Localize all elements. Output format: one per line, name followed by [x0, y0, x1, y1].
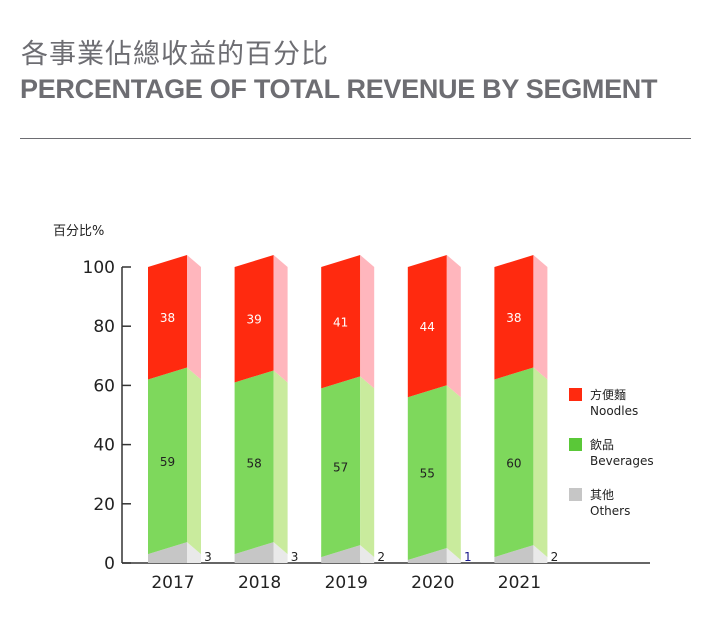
data-label: 39 [246, 313, 261, 327]
bar-segment-side [360, 255, 375, 389]
legend-swatch [569, 438, 582, 451]
y-tick-label: 0 [104, 554, 115, 574]
bar-segment-side [446, 548, 461, 563]
divider [20, 138, 691, 139]
legend-label-en: Beverages [590, 454, 654, 468]
data-label-others: 3 [204, 550, 212, 564]
data-label: 44 [420, 320, 435, 334]
bar-segment-front [407, 255, 447, 398]
bar-segment-front [407, 548, 447, 563]
data-label: 38 [160, 311, 175, 325]
bar-segment-side [187, 542, 201, 563]
data-label-others: 3 [291, 550, 299, 564]
data-label: 57 [333, 461, 348, 475]
legend-label-zh: 其他 [590, 488, 614, 502]
legend-swatch [569, 388, 582, 401]
bar-segment-front [148, 367, 187, 555]
y-axis-label: 百分比% [53, 224, 104, 239]
y-tick-label: 20 [93, 495, 115, 515]
bar-segment-side [446, 255, 461, 398]
legend-label-en: Others [590, 504, 630, 518]
bar-segment-front [234, 255, 274, 383]
x-tick-label: 2018 [238, 573, 281, 593]
data-label: 41 [333, 316, 348, 330]
bar-segment-side [273, 542, 288, 563]
x-tick-label: 2019 [325, 573, 368, 593]
y-tick-label: 80 [93, 317, 115, 337]
y-tick-label: 40 [93, 436, 115, 456]
bar-segment-front [494, 545, 534, 563]
bar-segment-side [360, 376, 375, 558]
data-label-others: 2 [377, 550, 385, 564]
legend-label-zh: 方便麵 [590, 387, 626, 402]
bar-segment-side [187, 367, 201, 555]
bar-segment-side [360, 545, 375, 563]
bar-segment-side [273, 255, 288, 383]
data-label-others: 1 [464, 550, 472, 564]
legend-swatch [569, 488, 582, 501]
legend-label-en: Noodles [590, 404, 638, 418]
data-label: 38 [506, 311, 521, 325]
x-tick-label: 2021 [498, 573, 541, 593]
bar-segment-side [273, 370, 288, 555]
bar-segment-side [533, 545, 548, 563]
data-label: 59 [160, 455, 175, 469]
y-tick-label: 100 [83, 258, 115, 278]
title-chinese: 各事業佔總收益的百分比 [21, 39, 329, 70]
data-label-others: 2 [551, 550, 559, 564]
bar-segment-side [446, 385, 461, 561]
data-label: 60 [506, 456, 521, 470]
bar-segment-side [533, 255, 548, 380]
bar-segment-side [187, 255, 201, 380]
y-tick-label: 60 [93, 376, 115, 396]
x-tick-label: 2017 [151, 573, 194, 593]
bar-segment-front [148, 255, 187, 380]
data-label: 55 [420, 467, 435, 481]
bar-segment-front [234, 542, 274, 563]
legend-label-zh: 飲品 [590, 437, 614, 452]
bar-segment-front [234, 370, 274, 555]
bar-segment-front [321, 545, 361, 563]
bar-segment-front [148, 542, 187, 563]
bar-segment-side [533, 367, 548, 558]
bar-segment-front [321, 255, 361, 389]
data-label: 58 [246, 456, 261, 470]
bar-segment-front [494, 367, 534, 558]
bar-segment-front [321, 376, 361, 558]
title-english: PERCENTAGE OF TOTAL REVENUE BY SEGMENT [20, 74, 658, 104]
bar-segment-front [407, 385, 447, 561]
bar-segment-front [494, 255, 534, 380]
x-tick-label: 2020 [411, 573, 454, 593]
